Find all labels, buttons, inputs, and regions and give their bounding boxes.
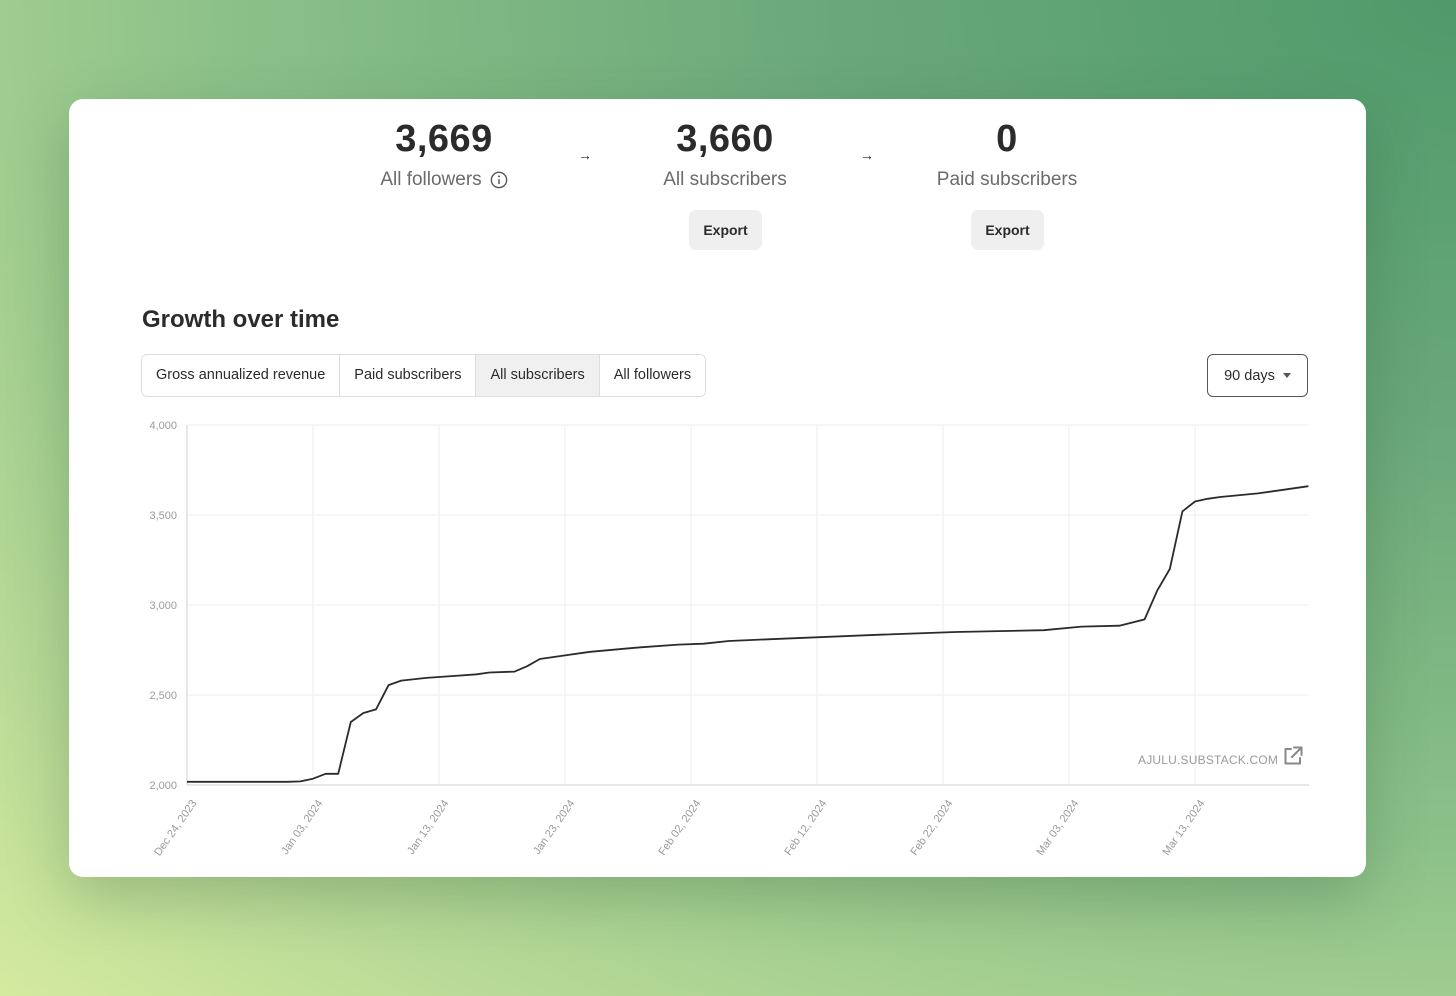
growth-card: 3,669 All followers → 3,660 All subscrib… [69, 99, 1366, 877]
paid-subscribers-label: Paid subscribers [936, 169, 1078, 190]
all-followers-count: 3,669 [395, 118, 493, 160]
stat-all-followers: 3,669 All followers [369, 117, 519, 193]
x-tick-label: Jan 03, 2024 [279, 798, 325, 857]
series-line [187, 485, 1309, 783]
tab-all-followers[interactable]: All followers [599, 355, 706, 396]
tab-paid-subscribers[interactable]: Paid subscribers [340, 355, 477, 396]
tab-gross-annualized-revenue[interactable]: Gross annualized revenue [142, 355, 341, 396]
x-tick-label: Mar 03, 2024 [1034, 798, 1081, 858]
x-tick-label: Mar 13, 2024 [1160, 798, 1207, 858]
y-tick-label: 4,000 [149, 420, 177, 432]
tab-all-subscribers[interactable]: All subscribers [476, 355, 600, 396]
date-range-value: 90 days [1224, 367, 1275, 384]
export-all-subscribers-button[interactable]: Export [689, 210, 762, 250]
export-paid-subscribers-button[interactable]: Export [971, 210, 1044, 250]
stat-all-subscribers: 3,660 All subscribers [645, 117, 805, 193]
x-tick-label: Feb 02, 2024 [656, 798, 703, 858]
stat-paid-subscribers: 0 Paid subscribers [924, 117, 1090, 193]
y-tick-label: 3,500 [149, 510, 177, 522]
x-tick-label: Jan 23, 2024 [531, 798, 577, 857]
x-tick-label: Dec 24, 2023 [152, 798, 199, 858]
all-subscribers-count: 3,660 [676, 118, 774, 160]
publication-link[interactable]: AJULU.SUBSTACK.COM [1138, 745, 1304, 767]
growth-line-chart: 4,000 3,500 3,000 2,500 2,000 Dec 24, 2023 Jan… [149, 420, 1309, 858]
metric-tabs: Gross annualized revenue Paid subscriber… [141, 354, 707, 397]
x-tick-label: Feb 22, 2024 [908, 798, 955, 858]
external-link-icon [1284, 746, 1303, 765]
publication-url: AJULU.SUBSTACK.COM [1138, 753, 1279, 767]
y-tick-label: 2,000 [149, 780, 177, 792]
y-tick-label: 2,500 [149, 690, 177, 702]
section-title: Growth over time [142, 306, 340, 333]
all-followers-label: All followers [380, 169, 482, 190]
all-subscribers-label: All subscribers [663, 169, 787, 190]
arrow-right-icon: → [578, 147, 592, 163]
paid-subscribers-count: 0 [996, 118, 1018, 160]
arrow-right-icon: → [860, 147, 874, 163]
x-tick-label: Feb 12, 2024 [782, 798, 829, 858]
x-tick-label: Jan 13, 2024 [405, 798, 451, 857]
y-tick-label: 3,000 [149, 600, 177, 612]
caret-down-icon [1282, 373, 1291, 378]
date-range-select[interactable]: 90 days [1207, 354, 1308, 397]
info-icon[interactable] [490, 171, 508, 189]
